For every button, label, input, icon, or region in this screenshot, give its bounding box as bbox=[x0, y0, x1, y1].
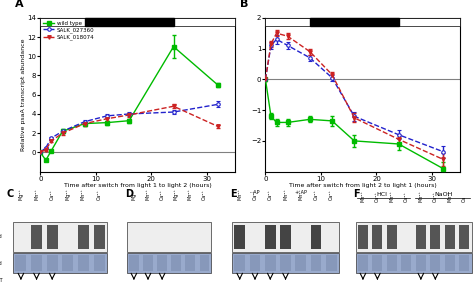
Text: Ca²⁺: Ca²⁺ bbox=[160, 189, 164, 200]
Bar bbox=[78, 255, 89, 271]
Text: NaOH: NaOH bbox=[434, 192, 452, 197]
Text: Autorad: Autorad bbox=[0, 234, 3, 239]
Bar bbox=[459, 255, 469, 271]
Text: HCl: HCl bbox=[376, 192, 387, 197]
Bar bbox=[265, 18, 460, 26]
Bar bbox=[31, 255, 42, 271]
Text: Ca²⁺: Ca²⁺ bbox=[314, 189, 319, 200]
Text: - AP: - AP bbox=[250, 190, 260, 195]
Bar bbox=[280, 225, 291, 249]
Bar bbox=[358, 225, 368, 249]
Bar bbox=[127, 221, 211, 252]
Text: Mn²⁺: Mn²⁺ bbox=[237, 188, 242, 200]
Bar bbox=[265, 225, 275, 249]
Bar bbox=[40, 18, 235, 26]
Bar bbox=[47, 255, 58, 271]
Y-axis label: Relative psaA transcript abundance: Relative psaA transcript abundance bbox=[21, 38, 26, 151]
Text: Mn²⁺: Mn²⁺ bbox=[146, 188, 151, 200]
Bar bbox=[326, 255, 337, 271]
Bar bbox=[356, 221, 472, 252]
Text: A: A bbox=[15, 0, 24, 9]
Bar bbox=[430, 255, 440, 271]
Bar bbox=[143, 255, 153, 271]
Text: Mg²⁺: Mg²⁺ bbox=[131, 188, 137, 200]
Text: + AP: + AP bbox=[295, 190, 307, 195]
Bar bbox=[234, 255, 245, 271]
Bar bbox=[129, 255, 139, 271]
Bar bbox=[311, 255, 321, 271]
Bar bbox=[416, 225, 426, 249]
Bar bbox=[94, 255, 105, 271]
Bar bbox=[31, 225, 42, 249]
Text: Ca²⁺: Ca²⁺ bbox=[404, 191, 409, 202]
Text: Mg²⁺: Mg²⁺ bbox=[174, 188, 179, 200]
Text: Ca²⁺: Ca²⁺ bbox=[50, 189, 55, 200]
Bar bbox=[430, 225, 440, 249]
Text: Ca²⁺: Ca²⁺ bbox=[375, 191, 380, 202]
Text: Mn²⁺: Mn²⁺ bbox=[360, 190, 365, 202]
Bar bbox=[416, 255, 426, 271]
Bar bbox=[387, 255, 397, 271]
Bar bbox=[232, 253, 339, 273]
X-axis label: Time after switch from light 2 to light 1 (hours): Time after switch from light 2 to light … bbox=[289, 183, 437, 188]
Bar bbox=[373, 225, 383, 249]
Text: Mn²⁺: Mn²⁺ bbox=[447, 190, 452, 202]
Bar bbox=[358, 255, 368, 271]
Bar bbox=[78, 225, 89, 249]
Bar bbox=[445, 225, 455, 249]
Bar bbox=[157, 255, 167, 271]
Bar bbox=[250, 255, 260, 271]
Text: Mn²⁺: Mn²⁺ bbox=[188, 188, 193, 200]
Bar bbox=[85, 18, 173, 26]
Bar bbox=[47, 225, 58, 249]
Text: Mn²⁺: Mn²⁺ bbox=[81, 188, 86, 200]
Text: F: F bbox=[353, 189, 360, 199]
Bar bbox=[16, 255, 27, 271]
Text: Mn²⁺: Mn²⁺ bbox=[419, 190, 423, 202]
Text: Ca²⁺: Ca²⁺ bbox=[329, 189, 334, 200]
Bar bbox=[311, 225, 321, 249]
Bar bbox=[171, 255, 181, 271]
Bar bbox=[232, 221, 339, 252]
Bar bbox=[234, 225, 245, 249]
Text: Mg²⁺: Mg²⁺ bbox=[18, 188, 23, 200]
Bar bbox=[185, 255, 195, 271]
Text: Stained: Stained bbox=[0, 261, 3, 266]
Bar bbox=[13, 221, 107, 252]
Text: Ca²⁺: Ca²⁺ bbox=[202, 189, 207, 200]
Bar bbox=[200, 255, 210, 271]
X-axis label: Time after switch from light 1 to light 2 (hours): Time after switch from light 1 to light … bbox=[64, 183, 211, 188]
Text: Mn²⁺: Mn²⁺ bbox=[298, 188, 303, 200]
Text: B: B bbox=[240, 0, 248, 9]
Bar bbox=[265, 255, 275, 271]
Text: Ca²⁺: Ca²⁺ bbox=[433, 191, 438, 202]
Bar bbox=[63, 255, 73, 271]
Text: E: E bbox=[230, 189, 237, 199]
Bar bbox=[373, 255, 383, 271]
Text: DTT: DTT bbox=[0, 278, 3, 283]
Bar bbox=[127, 253, 211, 273]
Bar bbox=[295, 255, 306, 271]
Legend: wild type, SALK_027360, SALK_018074: wild type, SALK_027360, SALK_018074 bbox=[43, 20, 95, 40]
Bar bbox=[13, 253, 107, 273]
Bar bbox=[94, 225, 105, 249]
Text: Ca: Ca bbox=[462, 195, 467, 202]
Text: D: D bbox=[125, 189, 133, 199]
Bar bbox=[387, 225, 397, 249]
Text: Ca²⁺: Ca²⁺ bbox=[253, 189, 257, 200]
Bar bbox=[401, 255, 411, 271]
Text: Mn²⁺: Mn²⁺ bbox=[34, 188, 39, 200]
Bar bbox=[356, 253, 472, 273]
Bar bbox=[445, 255, 455, 271]
Text: Mn²⁺: Mn²⁺ bbox=[283, 188, 288, 200]
Text: Ca²⁺: Ca²⁺ bbox=[268, 189, 273, 200]
Bar bbox=[310, 18, 399, 26]
Text: C: C bbox=[7, 189, 14, 199]
Text: Mn²⁺: Mn²⁺ bbox=[390, 190, 394, 202]
Text: Ca²⁺: Ca²⁺ bbox=[97, 189, 101, 200]
Bar bbox=[459, 225, 469, 249]
Bar bbox=[280, 255, 291, 271]
Text: Mg²⁺: Mg²⁺ bbox=[65, 188, 70, 200]
